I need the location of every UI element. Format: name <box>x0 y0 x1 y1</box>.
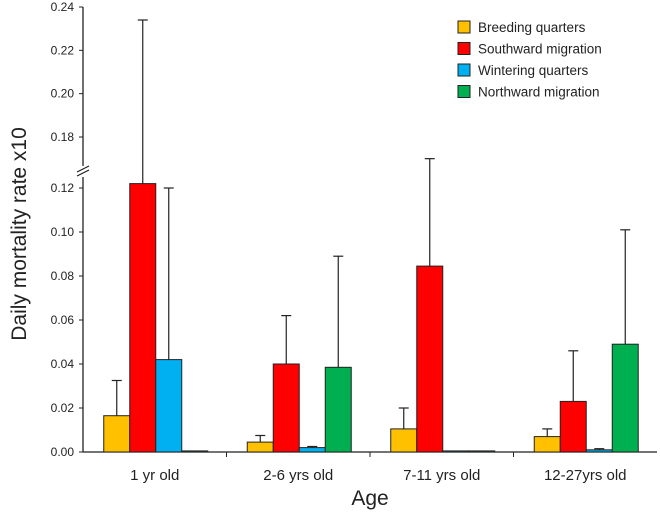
axis-break-mark <box>76 169 90 177</box>
bar-northward-migration <box>468 450 496 453</box>
x-tick-label: 7-11 yrs old <box>403 467 480 484</box>
y-tick-label: 0.24 <box>51 0 75 14</box>
bar-breeding-quarters <box>390 428 418 453</box>
bar-southward-migration <box>129 183 157 453</box>
y-tick-label: 0.18 <box>51 130 75 144</box>
legend-swatch <box>457 20 471 34</box>
y-tick-label: 0.08 <box>51 269 75 283</box>
x-axis-label: Age <box>351 487 388 510</box>
y-tick-label: 0.12 <box>51 181 75 195</box>
axis-break-mark <box>76 165 90 173</box>
legend-swatch <box>457 85 471 98</box>
legend-swatch <box>457 63 471 77</box>
y-tick-label: 0.10 <box>51 225 75 239</box>
y-tick-label: 0.20 <box>51 87 75 101</box>
bar-southward-migration <box>416 265 444 453</box>
y-axis-label: Daily mortality rate x10 <box>8 127 31 341</box>
bar-northward-migration <box>181 450 209 453</box>
bar-breeding-quarters <box>533 436 561 453</box>
bar-breeding-quarters <box>103 415 131 453</box>
bar-wintering-quarters <box>298 447 326 453</box>
bar-wintering-quarters <box>442 450 470 453</box>
y-tick-label: 0.00 <box>51 445 75 459</box>
legend-label: Southward migration <box>478 42 602 57</box>
bar-southward-migration <box>559 400 587 453</box>
y-tick-label: 0.04 <box>51 357 75 371</box>
legend-swatch <box>457 42 471 55</box>
x-tick-label: 12-27yrs old <box>544 467 627 484</box>
y-tick-label: 0.22 <box>51 43 75 57</box>
x-tick-label: 2-6 yrs old <box>263 467 333 484</box>
bar-northward-migration <box>611 343 639 453</box>
bar-breeding-quarters <box>246 441 274 453</box>
legend-label: Wintering quarters <box>478 63 589 78</box>
bar-wintering-quarters <box>585 449 613 453</box>
legend-label: Breeding quarters <box>478 20 586 35</box>
legend-label: Northward migration <box>478 85 600 100</box>
x-tick-label: 1 yr old <box>130 467 179 484</box>
bar-wintering-quarters <box>155 359 183 453</box>
y-axis-label-group: Daily mortality rate x10 <box>8 127 31 341</box>
bar-northward-migration <box>324 366 352 453</box>
bar-southward-migration <box>272 363 300 453</box>
y-tick-label: 0.06 <box>51 313 75 327</box>
y-tick-label: 0.02 <box>51 401 75 415</box>
